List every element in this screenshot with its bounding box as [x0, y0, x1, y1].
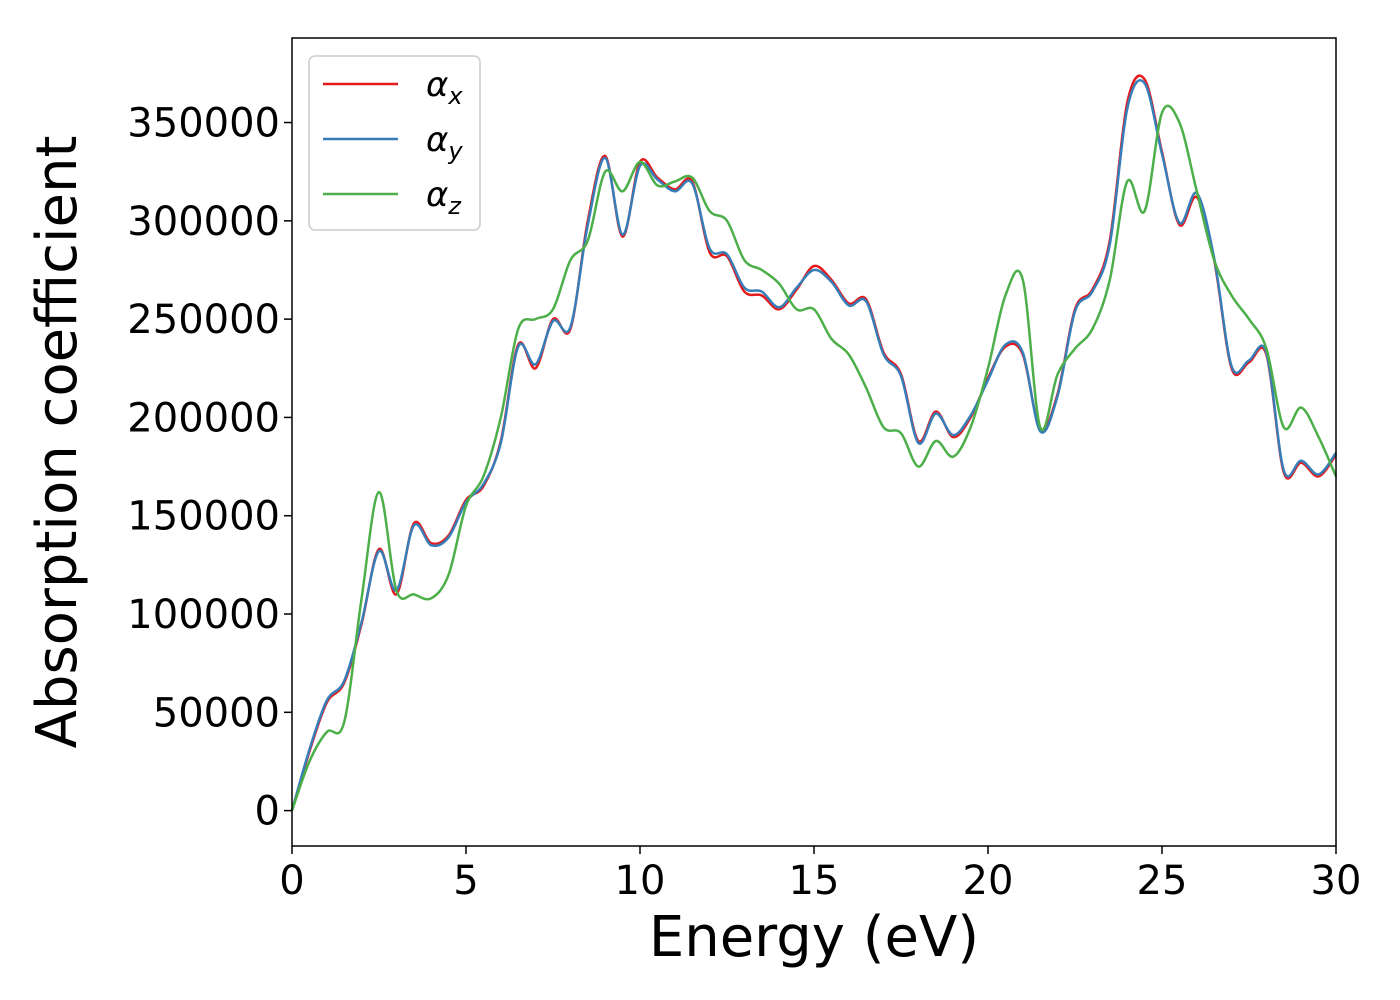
series-line-z — [290, 104, 1338, 812]
y-axis: 0 50000 100000 150000 200000 250000 300000 3500… — [127, 101, 292, 835]
legend-label-x: αx — [426, 65, 463, 110]
y-tick-label: 300000 — [127, 199, 280, 245]
legend-box — [308, 55, 481, 231]
x-axis: 0 5 10 15 20 25 30 — [279, 846, 1361, 904]
x-tick-label: 10 — [615, 858, 666, 904]
legend-label-y: αy — [426, 120, 463, 165]
x-tick-label: 20 — [963, 858, 1014, 904]
x-tick-label: 0 — [279, 858, 304, 904]
x-tick-label: 25 — [1137, 858, 1188, 904]
y-tick-label: 200000 — [127, 395, 280, 441]
y-axis-label: Absorption coefficient — [25, 136, 90, 749]
y-tick-label: 100000 — [127, 592, 280, 638]
legend-label-z: αz — [426, 175, 462, 220]
y-tick-label: 150000 — [127, 494, 280, 540]
x-tick-label: 5 — [453, 858, 478, 904]
y-tick-label: 250000 — [127, 297, 280, 343]
x-axis-label: Energy (eV) — [649, 905, 979, 970]
legend: αx αy αz — [308, 55, 481, 231]
y-tick-label: 50000 — [153, 690, 280, 736]
y-tick-label: 0 — [255, 789, 280, 835]
y-tick-label: 350000 — [127, 101, 280, 147]
series-layer — [290, 74, 1338, 812]
x-tick-label: 30 — [1311, 858, 1362, 904]
x-tick-label: 15 — [789, 858, 840, 904]
